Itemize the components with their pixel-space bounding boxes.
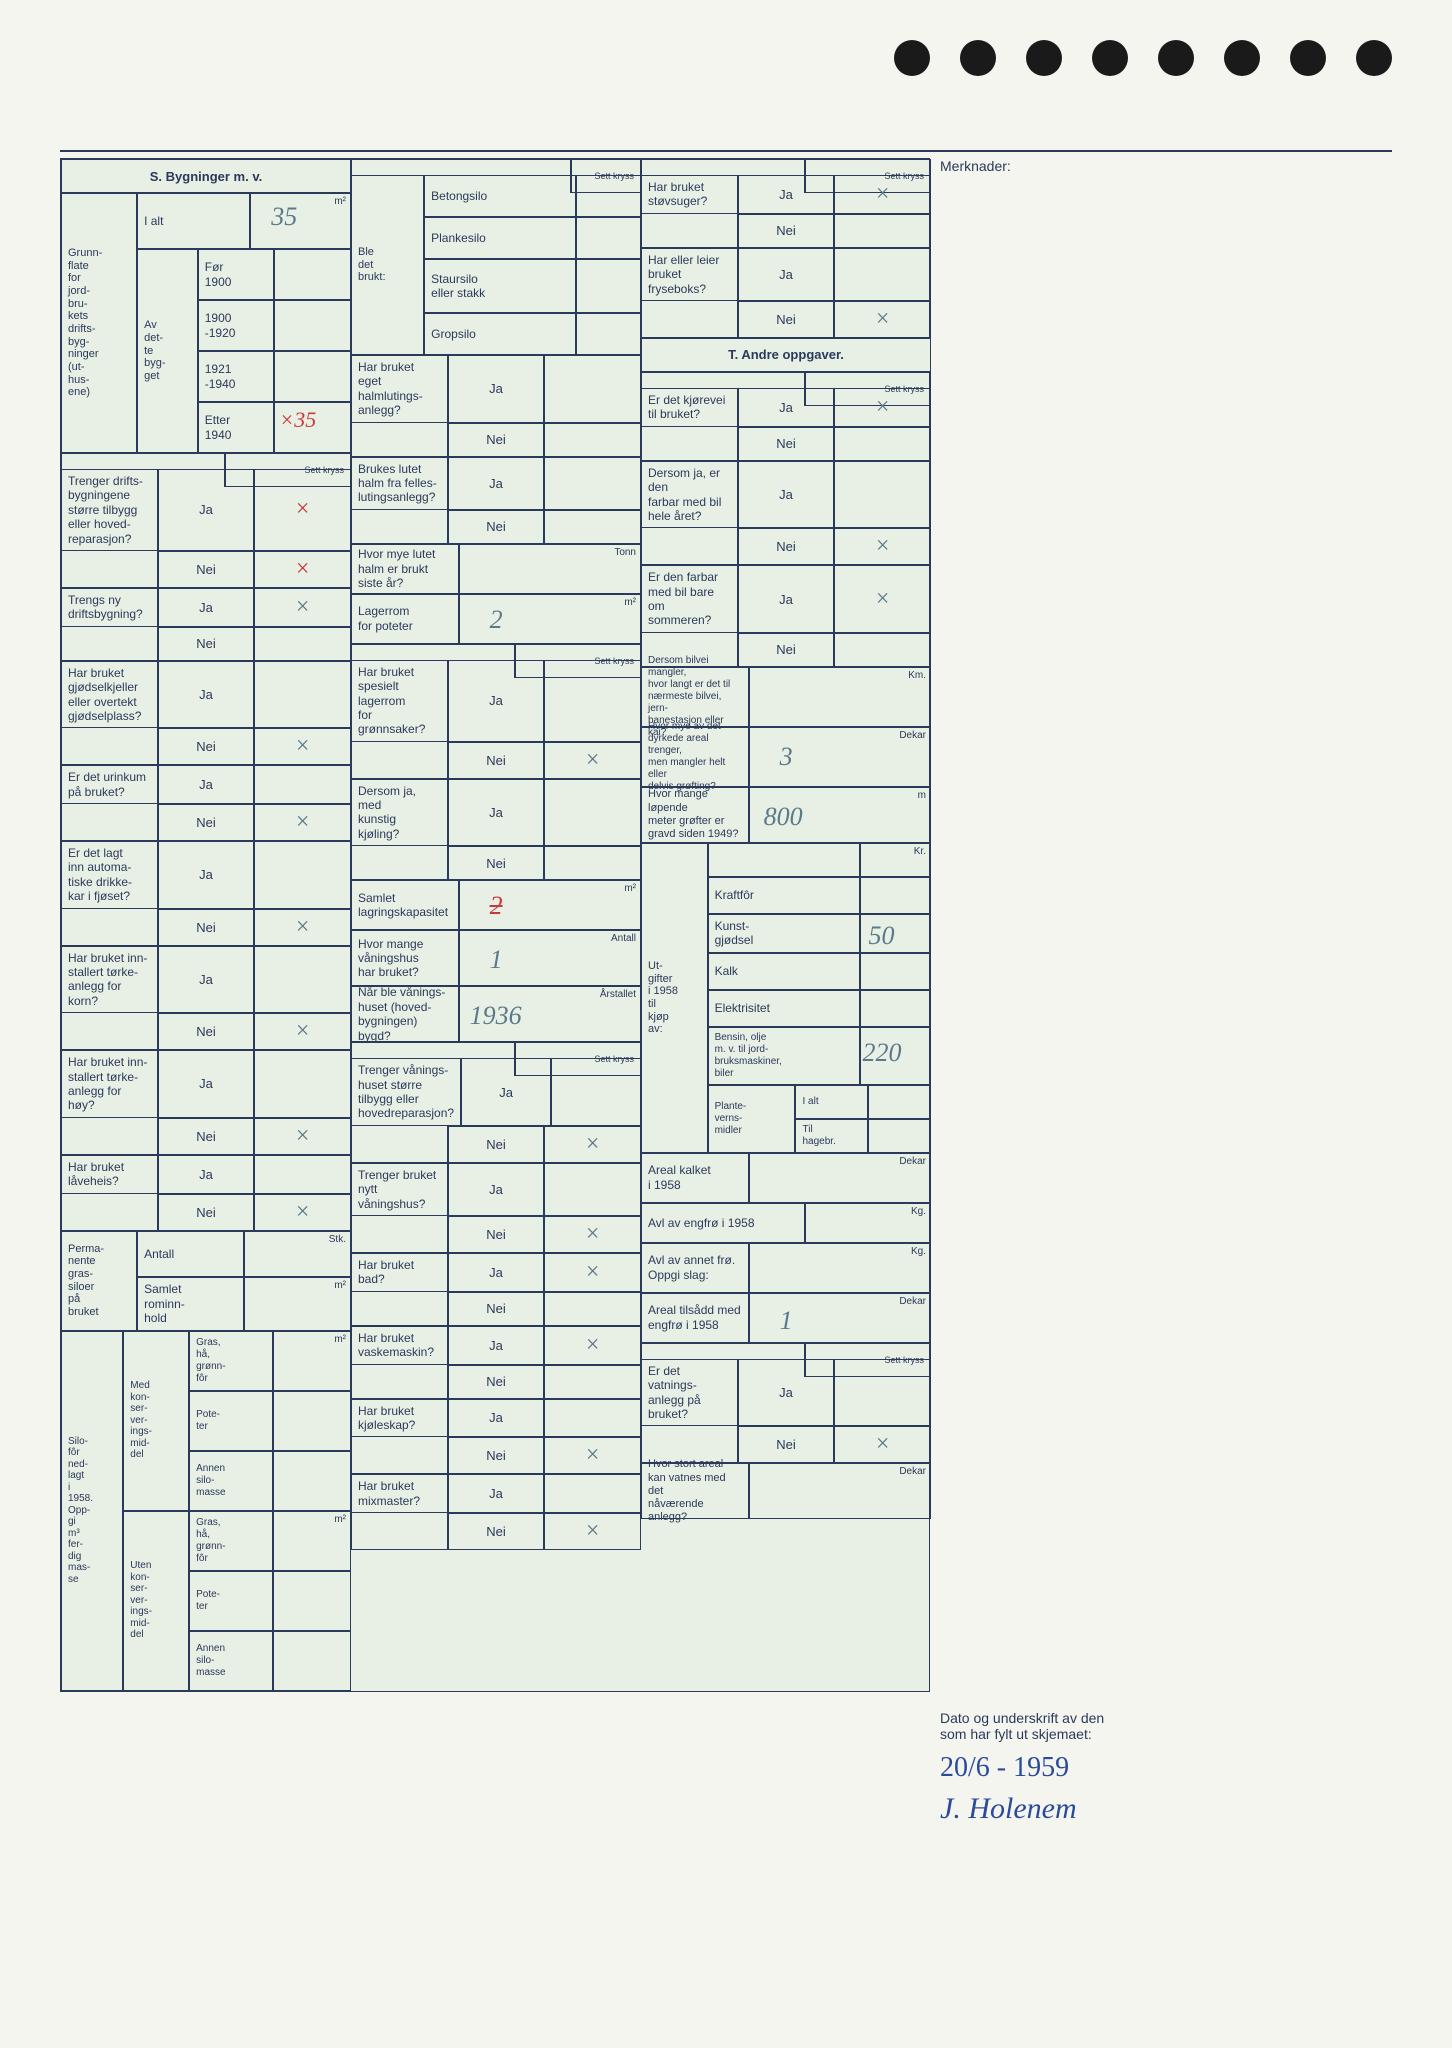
medkons: Med kon- ser- ver- ings- mid- del	[130, 1380, 152, 1461]
lopendem-val: 800	[764, 802, 803, 832]
m1: ×	[296, 496, 310, 523]
m8: ×	[296, 1199, 310, 1226]
q-kjoleskap: Har bruket kjøleskap?	[351, 1399, 448, 1438]
ja1: Ja	[158, 469, 255, 551]
q-trengernytt: Trenger bruket nytt våningshus?	[351, 1163, 448, 1216]
narbygd-val: 1936	[470, 1001, 522, 1031]
vaning-val: 1	[490, 945, 503, 975]
ialt-val: 35	[271, 202, 297, 232]
q-kjorevei: Er det kjørevei til bruket?	[641, 388, 738, 427]
q-lagergronn: Har bruket spesielt lagerrom for grønnsa…	[351, 660, 448, 742]
q-arealtilsadd: Areal tilsådd med engfrø i 1958	[641, 1293, 749, 1343]
q-gjodsel: Har bruket gjødselkjeller eller overtekt…	[61, 661, 158, 729]
q-arealgroft: Hvor mye av det dyrkede areal trenger, m…	[641, 727, 749, 787]
q-brukes-lutet: Brukes lutet halm fra felles- lutingsanl…	[351, 457, 448, 510]
q-arealkalk: Areal kalket i 1958	[641, 1153, 749, 1203]
lagerpot-val: 2	[490, 605, 503, 635]
m2: ×	[296, 594, 310, 621]
col-s: S. Bygninger m. v. Grunn- flate for jord…	[61, 159, 351, 1691]
q-mixmaster: Har bruket mixmaster?	[351, 1474, 448, 1513]
q-torkehoy: Har bruket inn- stallert tørke- anlegg f…	[61, 1050, 158, 1118]
header-s: S. Bygninger m. v.	[61, 159, 351, 193]
m5: ×	[296, 914, 310, 941]
q-stovsuger: Har bruket støvsuger?	[641, 175, 738, 214]
q-urinkum: Er det urinkum på bruket?	[61, 765, 158, 804]
etter1940-val: ×35	[279, 407, 316, 433]
signature-block: Dato og underskrift av den som har fylt …	[940, 1710, 1340, 1826]
silofor: Silo- fôr ned- lagt i 1958. Opp- gi m³ f…	[68, 1436, 93, 1586]
q-farbarsommer: Er den farbar med bil bare om sommeren?	[641, 565, 738, 633]
m3: ×	[296, 733, 310, 760]
ialt-label: I alt	[144, 214, 163, 228]
col-mid: Sett kryss Ble det brukt: Betongsilo Pla…	[351, 159, 641, 1691]
top-rule	[60, 150, 1392, 152]
signature-name: J. Holenem	[940, 1792, 1340, 1826]
y1921: 1921 -1940	[205, 362, 236, 391]
q-torkekorn: Har bruket inn- stallert tørke- anlegg f…	[61, 946, 158, 1014]
q-vaskemaskin: Har bruket vaskemaskin?	[351, 1326, 448, 1365]
q-annetfro: Avl av annet frø. Oppgi slag:	[641, 1243, 749, 1293]
samletrom: Samlet rominn- hold	[137, 1277, 244, 1330]
arealgroft-val: 3	[780, 742, 793, 772]
m4: ×	[296, 809, 310, 836]
m1n: ×	[296, 556, 310, 583]
q-laveheis: Har bruket låveheis?	[61, 1155, 158, 1194]
ble-det: Ble det brukt:	[358, 246, 386, 284]
header-t: T. Andre oppgaver.	[641, 338, 931, 372]
utenkons: Uten kon- ser- ver- ings- mid- del	[130, 1560, 152, 1641]
q-lopendem: Hvor mange løpende meter grøfter er grav…	[641, 787, 749, 843]
antall: Antall	[137, 1231, 244, 1278]
q-narbygd: Når ble vånings- huset (hoved- bygningen…	[351, 986, 459, 1042]
m7: ×	[296, 1123, 310, 1150]
samletlag-val: 2	[490, 891, 503, 921]
etter1940: Etter 1940	[205, 413, 232, 442]
q-engfro: Avl av engfrø i 1958	[641, 1203, 805, 1243]
q-kunstigkjol: Dersom ja, med kunstig kjøling?	[351, 779, 448, 847]
for1900: Før 1900	[205, 260, 232, 289]
signature-label: Dato og underskrift av den som har fylt …	[940, 1710, 1340, 1742]
m2-1: m²	[334, 196, 346, 207]
q-trengervan: Trenger vånings- huset større tilbygg el…	[351, 1058, 461, 1126]
merknader-label: Merknader:	[940, 158, 1011, 174]
q-halmluting: Har bruket eget halmlutings- anlegg?	[351, 355, 448, 423]
q-trengs-ny: Trengs ny driftsbygning?	[61, 588, 158, 627]
q-hml: Hvor mye lutet halm er brukt siste år?	[351, 544, 459, 594]
q-bad: Har bruket bad?	[351, 1253, 448, 1292]
form-card: S. Bygninger m. v. Grunn- flate for jord…	[60, 158, 930, 1692]
q-vaning: Hvor mange våningshus har bruket?	[351, 930, 459, 986]
q-hvorstort: Hvor stort areal kan vatnes med det nåvæ…	[641, 1463, 749, 1519]
m6: ×	[296, 1018, 310, 1045]
q-farbarhele: Dersom ja, er den farbar med bil hele år…	[641, 461, 738, 529]
q-lagerpot: Lagerrom for poteter	[351, 594, 459, 644]
col-right: Sett kryss Har bruket støvsuger?Ja× Nei …	[641, 159, 931, 1691]
avdette-label: Av det- te byg- get	[144, 319, 165, 382]
q-vatning: Er det vatnings- anlegg på bruket?	[641, 1359, 738, 1427]
signature-date: 20/6 - 1959	[940, 1752, 1340, 1784]
permanente: Perma- nente gras- siloer på bruket	[68, 1243, 104, 1319]
punch-holes	[894, 40, 1392, 76]
q-fryseboks: Har eller leier bruket fryseboks?	[641, 248, 738, 301]
nei1: Nei	[158, 551, 255, 588]
q-samletlag: Samlet lagringskapasitet	[351, 880, 459, 930]
utgifter: Ut- gifter i 1958 til kjøp av:	[648, 960, 678, 1036]
y1900: 1900 -1920	[205, 311, 236, 340]
q-trenger-drifts: Trenger drifts- bygningene større tilbyg…	[61, 469, 158, 551]
grunnflate-label: Grunn- flate for jord- bru- kets drifts-…	[68, 247, 102, 399]
q-autodrikke: Er det lagt inn automa- tiske drikke- ka…	[61, 841, 158, 909]
q-bilvei: Dersom bilvei mangler, hvor langt er det…	[641, 667, 749, 727]
